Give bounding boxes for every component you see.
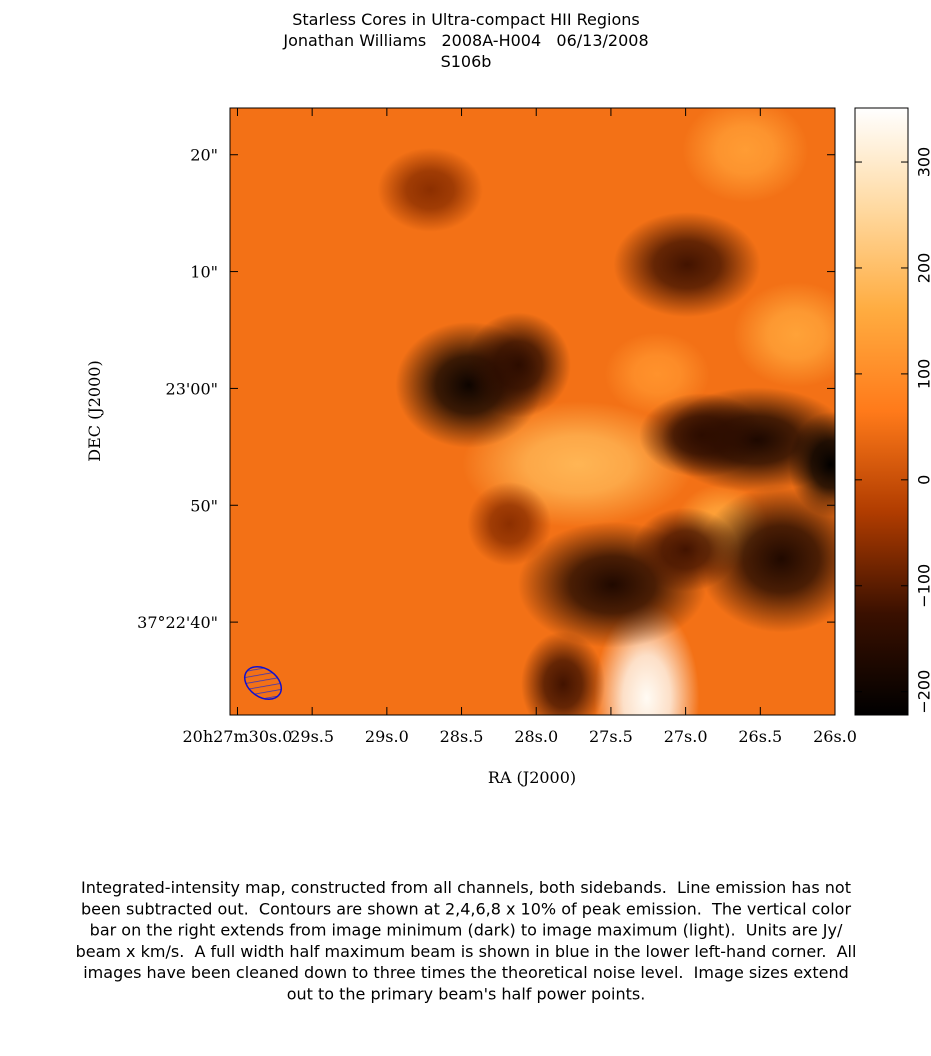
x-tick-label: 26s.5 <box>738 727 782 746</box>
x-tick-label: 29s.0 <box>365 727 409 746</box>
chart-title: S106b <box>441 52 492 71</box>
source <box>467 481 552 567</box>
caption-line: been subtracted out. Contours are shown … <box>81 899 852 918</box>
frame <box>229 107 836 716</box>
image-area <box>230 108 835 715</box>
y-tick-label: 20" <box>190 146 218 165</box>
source <box>521 631 606 715</box>
source <box>465 312 571 418</box>
colorbar-tick-label: −200 <box>915 670 931 714</box>
chart-title: Jonathan Williams 2008A-H004 06/13/2008 <box>282 31 648 50</box>
caption-line: images have been cleaned down to three t… <box>83 963 849 982</box>
caption-line: bar on the right extends from image mini… <box>90 921 843 940</box>
chart-title: Starless Cores in Ultra-compact HII Regi… <box>292 10 640 29</box>
y-tick-label: 37°22'40" <box>137 613 218 632</box>
x-tick-label: 26s.0 <box>813 727 857 746</box>
y-tick-label: 10" <box>190 263 218 282</box>
colorbar <box>854 107 909 716</box>
x-tick-label: 27s.5 <box>589 727 633 746</box>
colorbar-tick-label: 0 <box>915 475 931 485</box>
source <box>633 507 739 592</box>
x-axis-label: RA (J2000) <box>488 768 576 787</box>
y-tick-label: 50" <box>190 496 218 515</box>
x-tick-label: 27s.0 <box>664 727 708 746</box>
source <box>697 485 835 633</box>
x-tick-label: 20h27m30s.0 <box>182 727 292 746</box>
colorbar-tick-label: 100 <box>915 359 931 390</box>
source <box>638 393 766 478</box>
caption-line: out to the primary beam's half power poi… <box>287 985 646 1004</box>
source <box>377 147 483 232</box>
y-tick-label: 23'00" <box>166 379 218 398</box>
colorbar-tick-label: 200 <box>915 253 931 284</box>
colorbar-tick-label: 300 <box>915 147 931 178</box>
beam <box>244 666 282 700</box>
x-tick-label: 29s.5 <box>290 727 334 746</box>
x-tick-label: 28s.0 <box>514 727 558 746</box>
source <box>733 282 835 388</box>
caption-line: Integrated-intensity map, constructed fr… <box>81 878 851 897</box>
source <box>682 108 809 203</box>
caption-line: beam x km/s. A full width half maximum b… <box>76 942 857 961</box>
x-tick-label: 28s.5 <box>440 727 484 746</box>
source <box>613 211 761 318</box>
colorbar-tick-label: −100 <box>915 564 931 608</box>
y-axis-label: DEC (J2000) <box>85 360 104 461</box>
